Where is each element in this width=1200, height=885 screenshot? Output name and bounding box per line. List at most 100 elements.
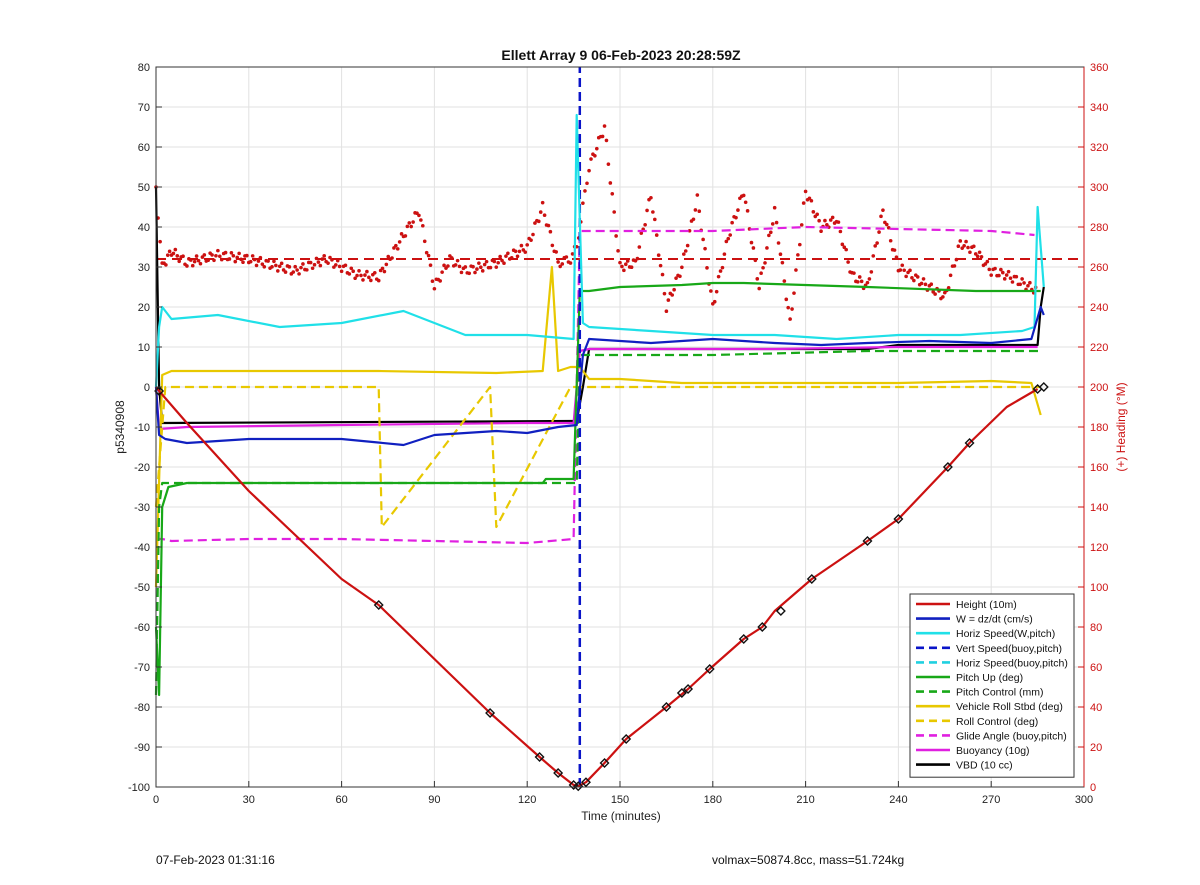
heading-point — [885, 222, 889, 227]
heading-point — [722, 252, 727, 256]
heading-point — [540, 200, 545, 205]
heading-point — [846, 260, 850, 264]
heading-point — [367, 275, 371, 280]
heading-point — [422, 239, 427, 244]
heading-point — [185, 264, 189, 268]
heading-point — [500, 258, 504, 263]
series-line — [154, 281, 1041, 697]
heading-point — [645, 208, 649, 213]
heading-point — [697, 209, 702, 214]
height-marker — [775, 606, 786, 616]
y2-axis-label: (+) Heading (°M) — [1114, 382, 1128, 471]
legend-label: Glide Angle (buoy,pitch) — [956, 730, 1067, 742]
heading-point — [660, 272, 665, 277]
heading-point — [1022, 281, 1026, 285]
heading-point — [600, 134, 605, 139]
heading-point — [467, 271, 472, 276]
x-axis-label: Time (minutes) — [581, 809, 661, 823]
heading-point — [295, 268, 299, 272]
heading-point — [484, 259, 489, 264]
heading-point — [881, 208, 885, 212]
heading-point — [691, 217, 696, 222]
heading-point — [509, 256, 514, 260]
heading-point — [637, 245, 642, 249]
heading-point — [355, 273, 359, 278]
y-tick-label: -10 — [134, 422, 150, 434]
y-tick-label: -30 — [134, 502, 150, 514]
heading-point — [658, 263, 663, 268]
heading-point — [181, 254, 185, 258]
heading-point — [457, 264, 462, 269]
heading-point — [772, 205, 777, 210]
heading-point — [859, 279, 864, 284]
heading-point — [568, 261, 573, 265]
heading-point — [506, 251, 510, 256]
heading-point — [227, 257, 232, 261]
heading-point — [369, 278, 373, 283]
heading-point — [666, 298, 671, 302]
heading-point — [792, 291, 796, 295]
heading-point — [879, 214, 883, 219]
heading-point — [589, 157, 593, 161]
series-line — [155, 386, 1039, 788]
heading-point — [1028, 280, 1032, 285]
heading-point — [301, 262, 305, 266]
heading-point — [730, 220, 734, 225]
y-tick-label: 0 — [144, 382, 150, 394]
heading-point — [513, 249, 518, 254]
heading-point — [651, 210, 655, 214]
heading-point — [515, 254, 520, 259]
heading-point — [614, 234, 618, 238]
heading-point — [305, 268, 309, 272]
height-marker — [964, 438, 975, 448]
heading-point — [177, 259, 181, 264]
heading-point — [322, 254, 327, 258]
heading-point — [372, 270, 377, 275]
heading-point — [212, 258, 216, 263]
heading-point — [214, 253, 218, 258]
heading-point — [210, 253, 214, 257]
heading-point — [985, 259, 990, 264]
heading-point — [287, 265, 292, 269]
heading-point — [720, 265, 725, 270]
heading-point — [606, 162, 611, 166]
heading-point — [979, 254, 984, 259]
heading-point — [877, 230, 881, 234]
series-line — [154, 265, 1042, 588]
heading-point — [581, 201, 585, 205]
height-marker — [553, 768, 564, 778]
heading-point — [923, 282, 928, 287]
heading-point — [796, 253, 800, 257]
heading-point — [496, 260, 501, 265]
heading-point — [250, 254, 255, 258]
heading-point — [158, 239, 162, 244]
heading-point — [941, 295, 945, 299]
y-tick-label: 40 — [138, 222, 150, 234]
heading-point — [734, 215, 738, 220]
heading-point — [1010, 280, 1015, 284]
y2-tick-label: 200 — [1090, 382, 1108, 394]
height-marker — [676, 688, 687, 698]
heading-point — [1004, 273, 1009, 277]
heading-point — [233, 259, 238, 264]
heading-point — [235, 255, 239, 260]
heading-point — [842, 245, 847, 250]
heading-point — [993, 266, 997, 271]
y-tick-label: -40 — [134, 542, 150, 554]
heading-point — [395, 247, 400, 251]
heading-point — [334, 263, 338, 267]
heading-point — [407, 221, 412, 225]
heading-point — [297, 272, 301, 276]
y-tick-label: 20 — [138, 302, 150, 314]
heading-point — [173, 247, 178, 252]
heading-point — [948, 273, 953, 278]
series-line — [156, 225, 1035, 545]
y-tick-label: -100 — [128, 782, 150, 794]
heading-point — [361, 278, 365, 282]
heading-point — [718, 269, 723, 273]
heading-point — [328, 255, 332, 260]
heading-point — [1018, 282, 1022, 287]
heading-point — [266, 259, 270, 263]
heading-point — [908, 268, 912, 273]
height-marker — [862, 536, 873, 546]
